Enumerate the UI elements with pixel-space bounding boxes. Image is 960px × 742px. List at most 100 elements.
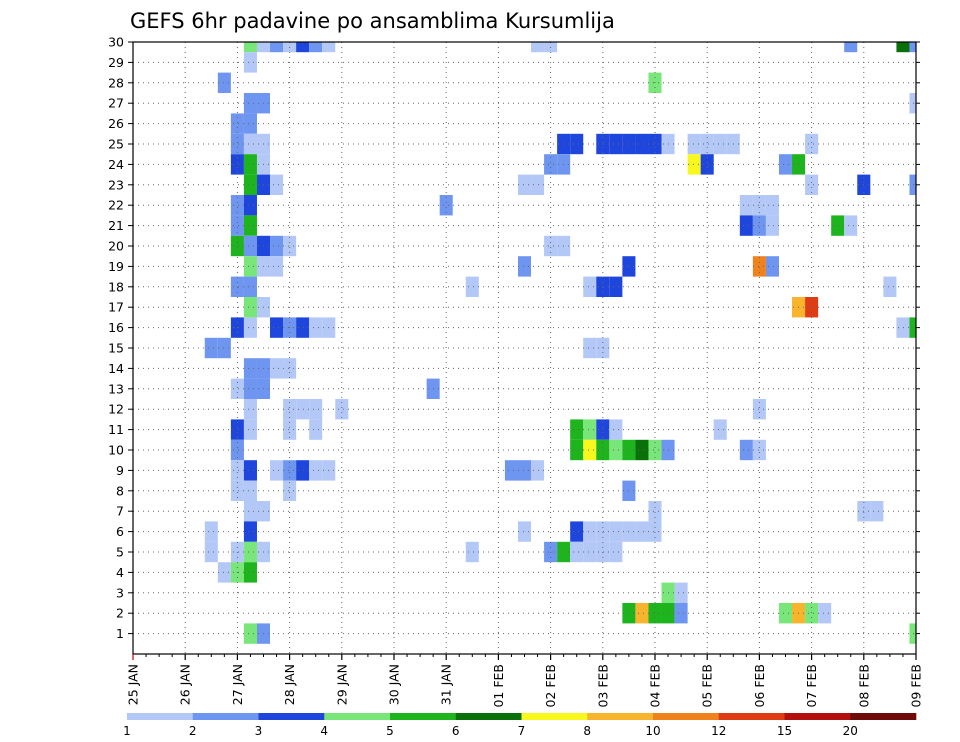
- heatmap-cell: [270, 42, 284, 53]
- colorbar-label: 7: [518, 724, 526, 738]
- heatmap-cell: [517, 174, 532, 195]
- heatmap-cell: [544, 154, 558, 175]
- heatmap-cell: [204, 541, 218, 563]
- heatmap-cell: [687, 154, 701, 175]
- colorbar-label: 8: [583, 724, 591, 738]
- colorbar-label: 3: [255, 724, 263, 738]
- heatmap-cell: [909, 42, 916, 53]
- y-tick-label: 29: [108, 55, 124, 70]
- heatmap-cell: [243, 297, 257, 318]
- x-tick-label: 03 FEB: [595, 664, 610, 708]
- heatmap-cell: [713, 133, 727, 155]
- heatmap-cell: [752, 215, 766, 236]
- heatmap-cell: [204, 337, 218, 359]
- colorbar-label: 10: [645, 724, 660, 738]
- heatmap-cell: [517, 521, 532, 542]
- colorbar-label: 4: [320, 724, 328, 738]
- y-tick-label: 24: [108, 157, 124, 172]
- heatmap-cell: [243, 42, 257, 53]
- y-tick-label: 22: [108, 198, 124, 213]
- heatmap-cell: [870, 501, 884, 522]
- heatmap-cell: [283, 480, 297, 501]
- heatmap-cell: [687, 133, 701, 155]
- heatmap-cell: [583, 276, 597, 297]
- heatmap-cell: [243, 195, 257, 216]
- x-axis-ticks: 25 JAN 26 JAN 27 JAN 28 JAN 29 JAN 30 JAN 31 J…: [126, 654, 924, 708]
- heatmap-cell: [517, 460, 532, 481]
- heatmap-cell: [296, 460, 310, 481]
- colorbar-swatch: [390, 713, 457, 720]
- heatmap-cell: [243, 460, 257, 481]
- x-tick-label: 09 FEB: [909, 664, 924, 708]
- colorbar-label: 15: [777, 724, 792, 738]
- heatmap-cell: [570, 133, 584, 155]
- heatmap-cell: [752, 399, 766, 420]
- colorbar-label: 6: [452, 724, 460, 738]
- heatmap-cell: [243, 174, 257, 195]
- heatmap-cell: [609, 439, 623, 461]
- heatmap-cell: [243, 154, 257, 175]
- y-tick-label: 27: [108, 96, 124, 111]
- heatmap-cell: [296, 399, 310, 420]
- heatmap-cell: [504, 460, 518, 481]
- heatmap-cell: [243, 133, 257, 155]
- y-tick-label: 25: [108, 137, 124, 152]
- heatmap-cell: [230, 439, 244, 461]
- heatmap-cell: [230, 480, 244, 501]
- y-tick-label: 26: [108, 116, 124, 131]
- heatmap-cell: [230, 419, 244, 440]
- colorbar-label: 5: [386, 724, 394, 738]
- heatmap-cell: [217, 337, 231, 359]
- x-tick-label: 28 JAN: [282, 664, 297, 705]
- heatmap-cell: [230, 378, 244, 399]
- heatmap-cell: [296, 317, 310, 338]
- heatmap-cell: [583, 439, 597, 461]
- heatmap-cell: [283, 399, 297, 420]
- heatmap-cell: [322, 42, 336, 53]
- heatmap-cell: [648, 521, 662, 542]
- heatmap-cell: [243, 541, 257, 563]
- x-tick-label: 08 FEB: [856, 664, 871, 708]
- heatmap-cell: [713, 419, 727, 440]
- colorbar-swatch: [521, 713, 588, 720]
- y-tick-label: 3: [116, 585, 124, 600]
- heatmap-cell: [309, 399, 323, 420]
- heatmap-cell: [230, 133, 244, 155]
- heatmap-cell: [570, 541, 584, 563]
- y-tick-label: 30: [108, 35, 124, 50]
- x-tick-label: 30 JAN: [387, 664, 402, 705]
- x-tick-label: 31 JAN: [439, 664, 454, 705]
- x-tick-label: 25 JAN: [126, 664, 141, 705]
- heatmap-cell: [439, 195, 453, 216]
- y-tick-label: 11: [108, 422, 124, 437]
- y-tick-label: 15: [108, 341, 124, 356]
- heatmap-cell: [217, 562, 231, 583]
- heatmap-cell: [283, 419, 297, 440]
- heatmap-cell: [609, 541, 623, 563]
- heatmap-cell: [739, 215, 753, 236]
- heatmap-cell: [583, 419, 597, 440]
- heatmap-cell: [309, 317, 323, 338]
- heatmap-cell: [635, 521, 649, 542]
- colorbar-label: 12: [711, 724, 726, 738]
- heatmap-cell: [752, 195, 766, 216]
- heatmap-cell: [309, 460, 323, 481]
- heatmap-cell: [230, 215, 244, 236]
- x-tick-label: 06 FEB: [752, 664, 767, 708]
- heatmap-cell: [270, 256, 284, 277]
- heatmap-cell: [270, 174, 284, 195]
- heatmap-cell: [270, 460, 284, 481]
- heatmap-cell: [570, 521, 584, 542]
- heatmap-cell: [765, 215, 779, 236]
- x-tick-label: 29 JAN: [334, 664, 349, 705]
- heatmap-cell: [544, 235, 558, 257]
- colorbar-swatch: [653, 713, 720, 720]
- heatmap-cell: [909, 174, 916, 195]
- heatmap-cell: [296, 42, 310, 53]
- heatmap-cell: [531, 460, 545, 481]
- colorbar-swatch: [718, 713, 785, 720]
- heatmap-cell: [230, 154, 244, 175]
- heatmap-cell: [596, 419, 610, 440]
- heatmap-cell: [700, 133, 714, 155]
- y-tick-label: 23: [108, 177, 124, 192]
